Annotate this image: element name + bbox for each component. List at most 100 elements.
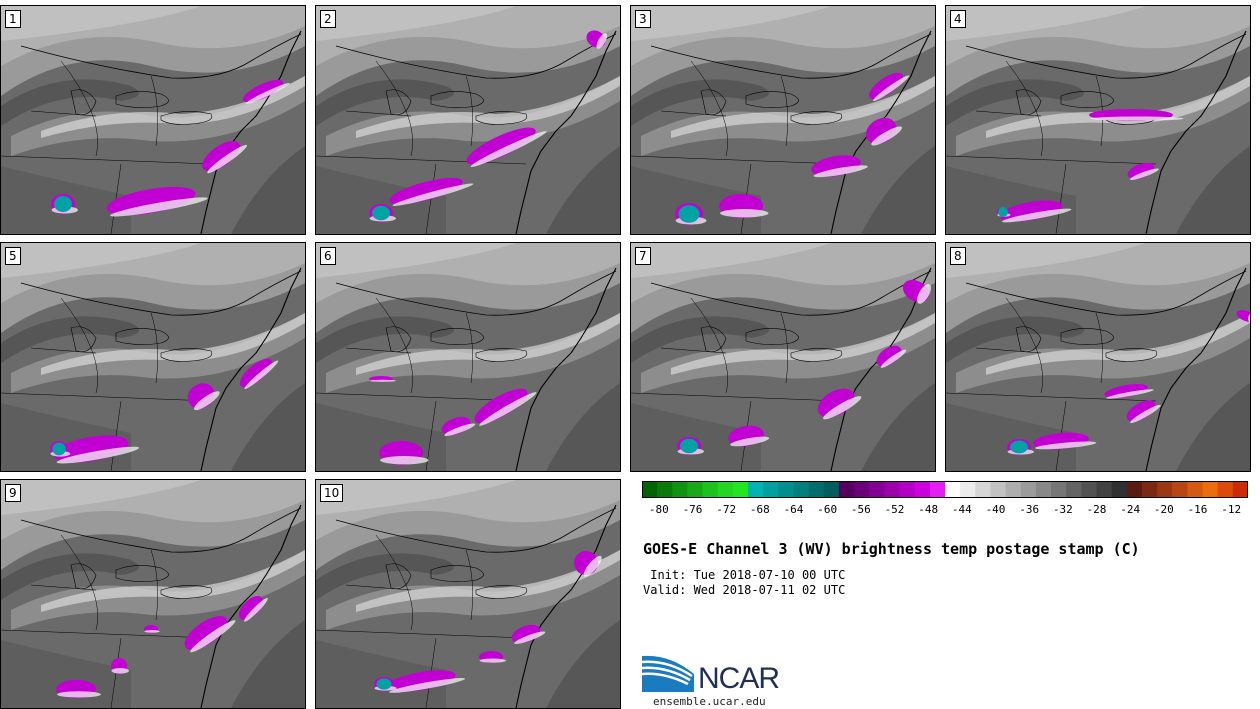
cold-cloud-top xyxy=(876,345,902,367)
colorbar-segment xyxy=(823,481,840,498)
ncar-logo-text: NCAR xyxy=(698,662,780,695)
coldest-cloud-core xyxy=(376,678,392,690)
colorbar-segment xyxy=(717,481,734,498)
valid-time: Valid: Wed 2018-07-11 02 UTC xyxy=(643,583,846,597)
cold-cloud-top xyxy=(386,670,456,692)
colorbar-tick-label: -44 xyxy=(951,503,972,516)
panel-number: 9 xyxy=(5,484,21,502)
cold-cloud-top xyxy=(239,358,273,388)
water-vapor-map xyxy=(946,243,1250,471)
colorbar-segment xyxy=(687,481,704,498)
ensemble-member-panel: 10 xyxy=(315,479,621,709)
ensemble-member-panel: 3 xyxy=(630,5,936,235)
colorbar-segment xyxy=(808,481,825,498)
colorbar-segment xyxy=(1126,481,1143,498)
cold-cloud-top xyxy=(238,595,264,621)
colorbar-tick-label: -40 xyxy=(985,503,1006,516)
cold-cloud-top xyxy=(242,79,284,103)
cold-cloud-top xyxy=(389,177,463,205)
ensemble-member-panel: 7 xyxy=(630,242,936,472)
colorbar-segment xyxy=(1217,481,1234,498)
cold-cloud-top xyxy=(1236,310,1250,322)
water-vapor-map xyxy=(1,480,305,708)
ensemble-member-panel: 8 xyxy=(945,242,1251,472)
panel-number: 6 xyxy=(320,247,336,265)
colorbar-segment xyxy=(854,481,870,498)
colorbar-segment xyxy=(1232,481,1248,498)
coldest-cloud-core xyxy=(54,196,72,212)
init-time: Init: Tue 2018-07-10 00 UTC xyxy=(643,568,846,582)
cold-cloud-top xyxy=(184,616,228,650)
colorbar-tick-label: -36 xyxy=(1019,503,1040,516)
panel-number: 8 xyxy=(950,247,966,265)
panel-number: 10 xyxy=(320,484,344,502)
colorbar-segment xyxy=(642,481,658,498)
colorbar-segment xyxy=(884,481,901,498)
colorbar-segment xyxy=(1020,481,1037,498)
colorbar-tick-label: -12 xyxy=(1221,503,1242,516)
cold-cloud-top xyxy=(868,72,904,100)
colorbar-segment xyxy=(1081,481,1098,498)
coldest-cloud-core xyxy=(678,205,700,223)
colorbar-segment xyxy=(990,481,1007,498)
colorbar-tick-label: -76 xyxy=(682,503,703,516)
colorbar-segment xyxy=(1172,481,1188,498)
colorbar-segment xyxy=(960,481,976,498)
colorbar-segment xyxy=(945,481,961,498)
panel-number: 7 xyxy=(635,247,651,265)
ensemble-member-panel: 4 xyxy=(945,5,1251,235)
colorbar-segment xyxy=(778,481,795,498)
colorbar-tick-label: -56 xyxy=(850,503,871,516)
colorbar-segment xyxy=(914,481,931,498)
colorbar-segment xyxy=(748,481,764,498)
colorbar-segment xyxy=(1111,481,1128,498)
ncar-logo-icon xyxy=(642,655,694,692)
colorbar-segment xyxy=(838,481,855,498)
water-vapor-map xyxy=(946,6,1250,234)
colorbar-segment xyxy=(1005,481,1022,498)
ensemble-member-panel: 6 xyxy=(315,242,621,472)
water-vapor-map xyxy=(631,6,935,234)
panel-number: 5 xyxy=(5,247,21,265)
colorbar-segment xyxy=(1202,481,1219,498)
cold-cloud-top xyxy=(202,140,240,172)
cold-cloud-top xyxy=(1126,400,1156,422)
colorbar-tick-label: -64 xyxy=(783,503,804,516)
panel-number: 4 xyxy=(950,10,966,28)
cold-cloud-top xyxy=(1104,383,1148,399)
water-vapor-map xyxy=(316,6,620,234)
coldest-cloud-core xyxy=(998,207,1008,217)
colorbar-tick-label: -28 xyxy=(1086,503,1107,516)
colorbar-segment xyxy=(1051,481,1067,498)
colorbar-tick-label: -24 xyxy=(1120,503,1141,516)
water-vapor-map xyxy=(316,480,620,708)
colorbar-tick-label: -48 xyxy=(918,503,939,516)
colorbar-ticks: -80 -76 -72 -68 -64 -60 -56 -52 -48 -44 -40 -36 -32-… xyxy=(630,503,1260,519)
coldest-cloud-core xyxy=(372,205,390,221)
colorbar-tick-label: -16 xyxy=(1187,503,1208,516)
panel-number: 1 xyxy=(5,10,21,28)
colorbar-segment xyxy=(975,481,992,498)
colorbar-segment xyxy=(1187,481,1204,498)
ensemble-member-panel: 2 xyxy=(315,5,621,235)
colorbar-tick-label: -80 xyxy=(648,503,669,516)
colorbar-segment xyxy=(1096,481,1113,498)
water-vapor-map xyxy=(631,243,935,471)
cold-cloud-top xyxy=(466,127,536,165)
water-vapor-map xyxy=(1,6,305,234)
colorbar-segment xyxy=(1141,481,1158,498)
colorbar-tick-label: -32 xyxy=(1052,503,1073,516)
colorbar-tick-label: -68 xyxy=(749,503,770,516)
cold-cloud-top xyxy=(474,388,528,424)
colorbar-segment xyxy=(732,481,749,498)
coldest-cloud-core xyxy=(1010,440,1028,454)
colorbar-tick-label: -20 xyxy=(1153,503,1174,516)
colorbar-segment xyxy=(1066,481,1082,498)
colorbar-segment xyxy=(869,481,885,498)
colorbar-segment xyxy=(672,481,689,498)
colorbar-segment xyxy=(929,481,946,498)
colorbar-tick-label: -60 xyxy=(817,503,838,516)
logo-url: ensemble.ucar.edu xyxy=(653,695,766,708)
coldest-cloud-core xyxy=(680,438,698,454)
coldest-cloud-core xyxy=(52,442,66,456)
